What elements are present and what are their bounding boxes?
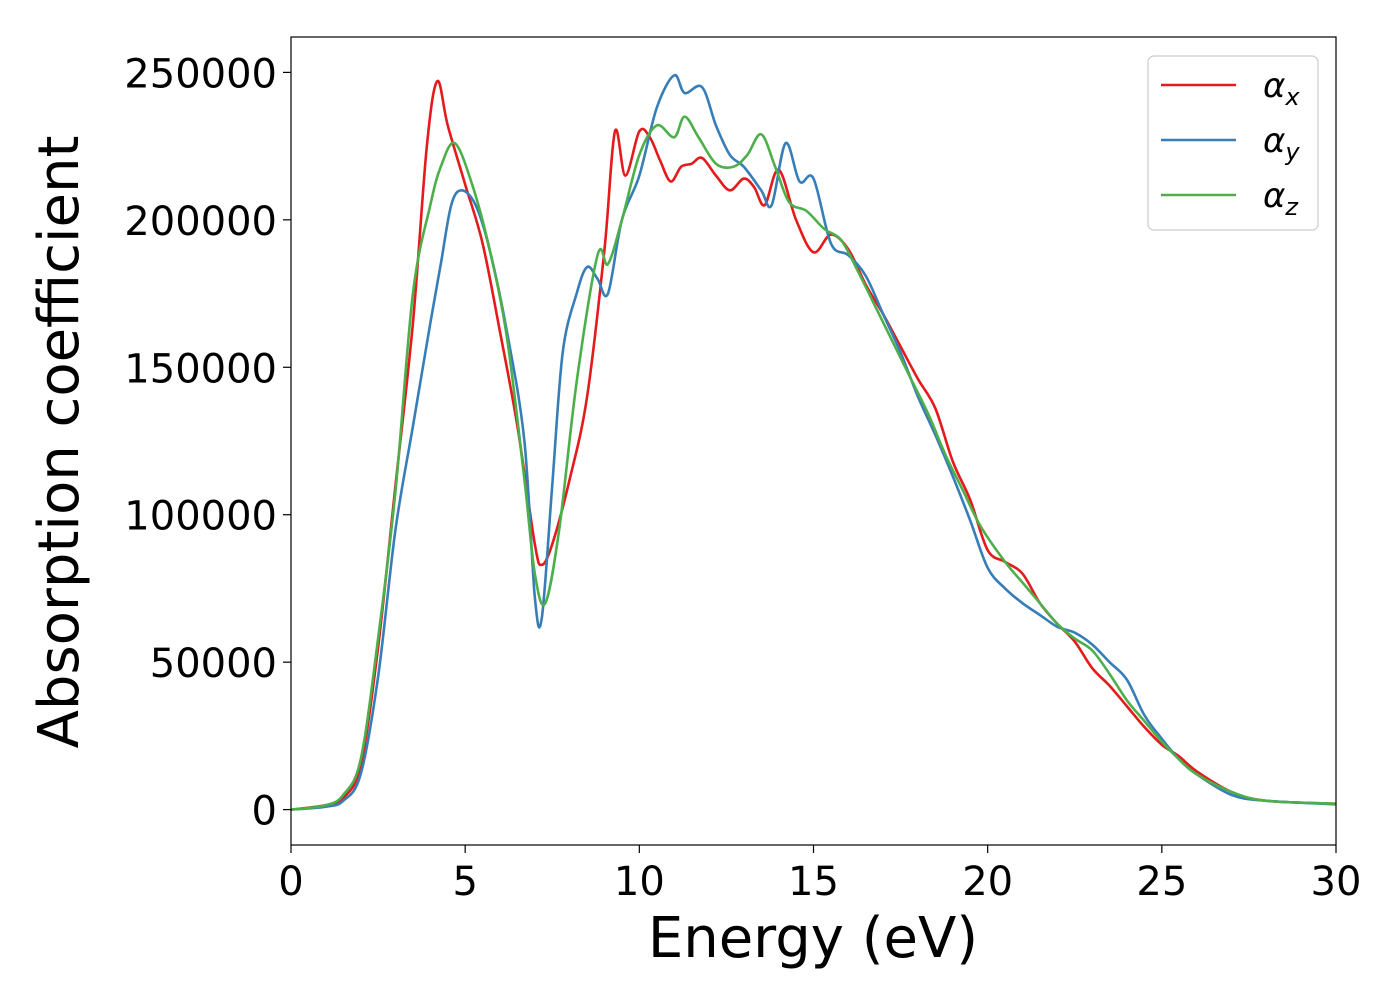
x-tick-label: 30 — [1311, 859, 1362, 905]
y-tick-label: 50000 — [150, 641, 277, 687]
legend-box — [1147, 55, 1319, 231]
x-tick-label: 0 — [278, 859, 303, 905]
series-group — [290, 74, 1337, 811]
y-axis-label: Absorption coefficient — [27, 136, 92, 749]
x-tick-label: 10 — [614, 859, 665, 905]
series-line-z — [290, 115, 1337, 811]
x-tick-label: 5 — [452, 859, 477, 905]
legend-label-y: αy — [1263, 121, 1300, 166]
legend: αx αy αz — [1147, 55, 1319, 231]
y-tick-label: 250000 — [124, 51, 277, 97]
x-tick-label: 20 — [962, 859, 1013, 905]
y-tick-label: 0 — [252, 789, 277, 835]
x-tick-label: 15 — [788, 859, 839, 905]
legend-label-z: αz — [1263, 176, 1299, 221]
legend-label-x: αx — [1263, 66, 1300, 111]
y-axis: 0 50000 100000 150000 200000 250000 — [124, 51, 291, 835]
y-tick-label: 200000 — [124, 199, 277, 245]
y-tick-label: 150000 — [124, 346, 277, 392]
x-axis: 0 5 10 15 20 25 30 — [278, 845, 1361, 905]
x-tick-label: 25 — [1136, 859, 1187, 905]
x-axis-label: Energy (eV) — [648, 906, 978, 971]
y-tick-label: 100000 — [124, 494, 277, 540]
